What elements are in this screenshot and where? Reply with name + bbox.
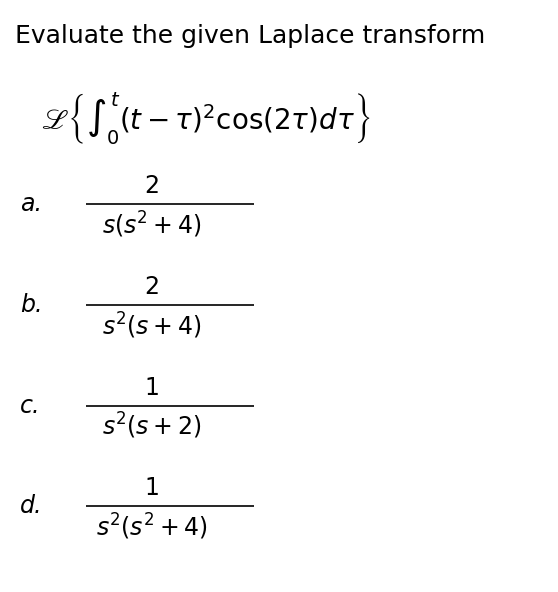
Text: 2: 2 — [145, 275, 160, 299]
Text: a.: a. — [20, 192, 42, 216]
Text: $s^2(s+4)$: $s^2(s+4)$ — [103, 310, 202, 341]
Text: c.: c. — [20, 394, 41, 417]
Text: Evaluate the given Laplace transform: Evaluate the given Laplace transform — [15, 24, 485, 48]
Text: d.: d. — [20, 494, 43, 518]
Text: b.: b. — [20, 293, 43, 317]
Text: $s^2(s^2+4)$: $s^2(s^2+4)$ — [97, 511, 208, 542]
Text: $s^2(s+2)$: $s^2(s+2)$ — [103, 411, 202, 442]
Text: $\mathscr{L}\left\{\int_0^t (t-\tau)^2\cos(2\tau)d\tau\right\}$: $\mathscr{L}\left\{\int_0^t (t-\tau)^2\c… — [41, 91, 371, 146]
Text: 2: 2 — [145, 175, 160, 198]
Text: 1: 1 — [145, 376, 160, 400]
Text: $s(s^2+4)$: $s(s^2+4)$ — [103, 210, 202, 240]
Text: 1: 1 — [145, 477, 160, 500]
